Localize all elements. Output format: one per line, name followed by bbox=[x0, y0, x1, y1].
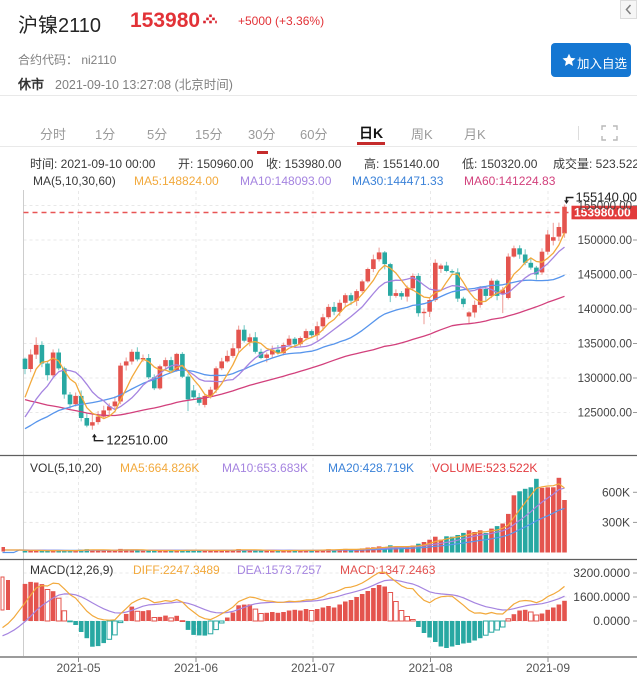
svg-text:MA10:653.683K: MA10:653.683K bbox=[222, 461, 308, 475]
svg-text:2021-06: 2021-06 bbox=[174, 661, 218, 675]
svg-text:DEA:1573.7257: DEA:1573.7257 bbox=[237, 563, 322, 577]
svg-text:3200.0000: 3200.0000 bbox=[573, 566, 630, 580]
svg-text:153980.00: 153980.00 bbox=[574, 206, 631, 220]
svg-text:0.0000: 0.0000 bbox=[593, 614, 630, 628]
svg-text:2021-05: 2021-05 bbox=[56, 661, 100, 675]
svg-text:125000.00: 125000.00 bbox=[578, 408, 632, 420]
svg-text:600K: 600K bbox=[602, 485, 630, 499]
svg-text:145000.00: 145000.00 bbox=[578, 270, 632, 282]
svg-text:MACD:1347.2463: MACD:1347.2463 bbox=[340, 563, 436, 577]
svg-text:2021-07: 2021-07 bbox=[291, 661, 335, 675]
svg-text:155140.00: 155140.00 bbox=[576, 190, 637, 205]
svg-text:155000.00: 155000.00 bbox=[578, 201, 632, 213]
svg-text:2021-09: 2021-09 bbox=[526, 661, 570, 675]
svg-text:300K: 300K bbox=[602, 515, 630, 529]
svg-text:MA20:428.719K: MA20:428.719K bbox=[328, 461, 414, 475]
svg-text:1600.0000: 1600.0000 bbox=[573, 590, 630, 604]
svg-text:150000.00: 150000.00 bbox=[578, 235, 632, 247]
svg-text:122510.00: 122510.00 bbox=[106, 433, 167, 448]
svg-text:135000.00: 135000.00 bbox=[578, 339, 632, 351]
svg-text:MA5:664.826K: MA5:664.826K bbox=[120, 461, 199, 475]
svg-text:VOL(5,10,20): VOL(5,10,20) bbox=[30, 461, 102, 475]
svg-text:DIFF:2247.3489: DIFF:2247.3489 bbox=[133, 563, 220, 577]
svg-text:MACD(12,26,9): MACD(12,26,9) bbox=[30, 563, 113, 577]
svg-text:2021-08: 2021-08 bbox=[408, 661, 452, 675]
svg-text:130000.00: 130000.00 bbox=[578, 373, 632, 385]
svg-text:140000.00: 140000.00 bbox=[578, 304, 632, 316]
svg-text:VOLUME:523.522K: VOLUME:523.522K bbox=[432, 461, 537, 475]
